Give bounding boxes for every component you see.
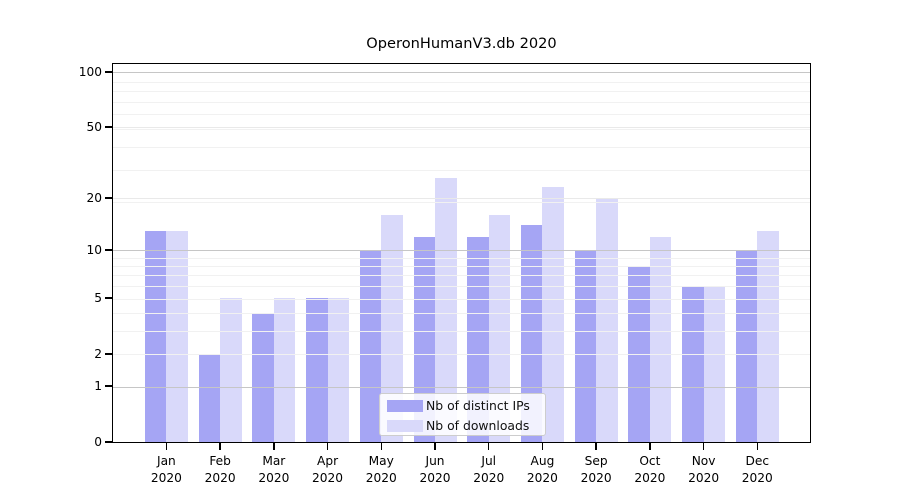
x-tick-month: Jul [481, 454, 497, 468]
legend-swatch-distinct-ips [387, 400, 423, 412]
y-tick-label-50: 50 [86, 120, 102, 135]
bar-downloads-apr [327, 298, 350, 442]
x-tick-year: 2020 [258, 470, 290, 485]
x-tick-label-aug: Aug 2020 [510, 453, 574, 486]
bar-distinct-ips-feb [198, 354, 221, 442]
x-tick-month: Dec [745, 454, 770, 468]
y-tick-mark [105, 197, 112, 200]
bar-downloads-nov [703, 286, 726, 442]
x-tick-month: Nov [691, 454, 716, 468]
y-tick-mark [105, 441, 112, 443]
x-tick-year: 2020 [419, 470, 451, 485]
x-tick-label-mar: Mar 2020 [242, 453, 306, 486]
bar-distinct-ips-may [359, 249, 382, 442]
x-tick-mark [756, 443, 759, 450]
bars-layer [113, 64, 810, 442]
x-tick-mark [702, 443, 705, 450]
x-tick-month: Jun [425, 454, 445, 468]
x-tick-month: Apr [317, 454, 339, 468]
x-tick-label-apr: Apr 2020 [296, 453, 360, 486]
x-tick-mark [487, 443, 490, 450]
x-tick-label-feb: Feb 2020 [188, 453, 252, 486]
x-tick-year: 2020 [580, 470, 612, 485]
bar-downloads-jan [166, 230, 188, 442]
x-tick-year: 2020 [634, 470, 666, 485]
y-tick-label-5: 5 [94, 291, 102, 306]
bar-downloads-feb [220, 298, 242, 442]
x-tick-label-oct: Oct 2020 [618, 453, 682, 486]
legend-label-downloads: Nb of downloads [426, 418, 530, 433]
x-tick-label-may: May 2020 [349, 453, 413, 486]
bar-distinct-ips-aug [520, 225, 543, 442]
y-tick-mark [105, 248, 112, 251]
x-tick-mark [541, 443, 544, 450]
x-tick-mark [595, 443, 597, 450]
x-tick-month: Mar [262, 454, 286, 468]
x-tick-month: Jan [156, 454, 176, 468]
y-tick-label-100: 100 [78, 65, 102, 80]
bar-downloads-oct [649, 236, 672, 442]
y-tick-label-2: 2 [94, 346, 102, 361]
y-tick-mark [105, 385, 112, 388]
bar-distinct-ips-jan [144, 230, 167, 442]
bar-distinct-ips-dec [735, 249, 758, 442]
plot-area [112, 63, 811, 443]
bar-distinct-ips-jun [413, 236, 435, 442]
legend: Nb of distinct IPs Nb of downloads [379, 393, 546, 436]
chart-title: OperonHumanV3.db 2020 [366, 35, 557, 52]
x-tick-year: 2020 [150, 470, 182, 485]
x-tick-month: Aug [530, 454, 555, 468]
x-tick-month: Sep [584, 454, 608, 468]
y-tick-label-1: 1 [94, 379, 102, 394]
x-tick-year: 2020 [473, 470, 505, 485]
legend-label-distinct-ips: Nb of distinct IPs [426, 398, 530, 413]
x-tick-label-sep: Sep 2020 [564, 453, 628, 486]
x-tick-label-dec: Dec 2020 [725, 453, 789, 486]
bar-distinct-ips-jul [467, 236, 489, 442]
x-tick-year: 2020 [526, 470, 558, 485]
x-tick-year: 2020 [741, 470, 773, 485]
x-tick-mark [380, 443, 383, 450]
x-tick-mark [326, 443, 329, 450]
x-tick-year: 2020 [365, 470, 397, 485]
bar-distinct-ips-sep [574, 249, 597, 442]
x-tick-month: Oct [639, 454, 661, 468]
x-tick-label-jul: Jul 2020 [457, 453, 521, 486]
y-tick-mark [105, 126, 112, 129]
x-tick-label-nov: Nov 2020 [672, 453, 736, 486]
x-tick-year: 2020 [688, 470, 720, 485]
x-tick-month: Feb [209, 454, 231, 468]
legend-swatch-downloads [387, 420, 423, 432]
bar-downloads-jul [488, 215, 511, 442]
x-tick-mark [219, 443, 221, 450]
bar-distinct-ips-nov [682, 286, 704, 442]
x-tick-mark [649, 443, 651, 450]
x-tick-mark [273, 443, 275, 450]
x-tick-month: May [368, 454, 394, 468]
x-tick-label-jan: Jan 2020 [134, 453, 198, 486]
x-tick-year: 2020 [312, 470, 344, 485]
bar-downloads-jun [435, 177, 457, 442]
y-tick-label-20: 20 [86, 191, 102, 206]
bar-downloads-may [381, 215, 403, 442]
y-tick-label-10: 10 [86, 242, 102, 257]
x-tick-year: 2020 [204, 470, 236, 485]
y-tick-mark [105, 297, 112, 300]
y-tick-mark [105, 352, 112, 355]
y-tick-mark [105, 71, 112, 74]
bar-distinct-ips-oct [628, 265, 650, 442]
x-tick-mark [165, 443, 168, 450]
bar-downloads-mar [273, 298, 296, 442]
bar-distinct-ips-apr [306, 298, 328, 442]
bar-downloads-sep [596, 198, 618, 442]
x-tick-label-jun: Jun 2020 [403, 453, 467, 486]
x-tick-mark [434, 443, 436, 450]
bar-downloads-dec [757, 230, 779, 442]
y-tick-label-0: 0 [94, 435, 102, 449]
bar-downloads-aug [542, 187, 564, 442]
bar-distinct-ips-mar [252, 313, 274, 442]
